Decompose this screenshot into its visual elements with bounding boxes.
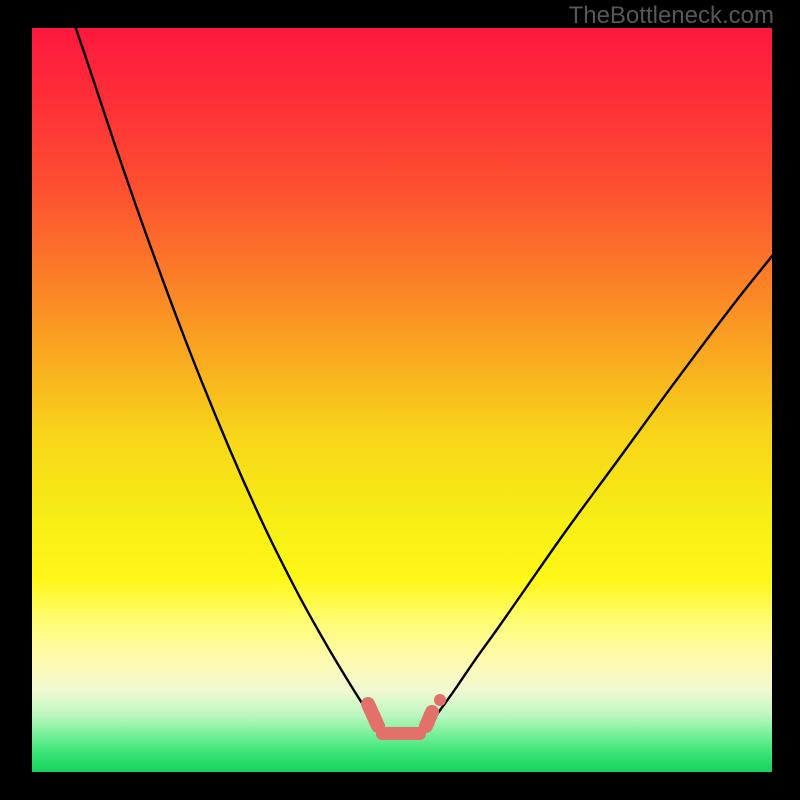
left-curve	[66, 0, 378, 728]
pink-mid-segment	[376, 727, 426, 740]
pink-left-tick	[368, 704, 378, 726]
pink-band	[368, 694, 446, 740]
right-curve	[428, 222, 800, 728]
pink-right-tick	[426, 712, 432, 726]
pink-dot	[434, 694, 446, 706]
chart-overlay	[0, 0, 800, 800]
